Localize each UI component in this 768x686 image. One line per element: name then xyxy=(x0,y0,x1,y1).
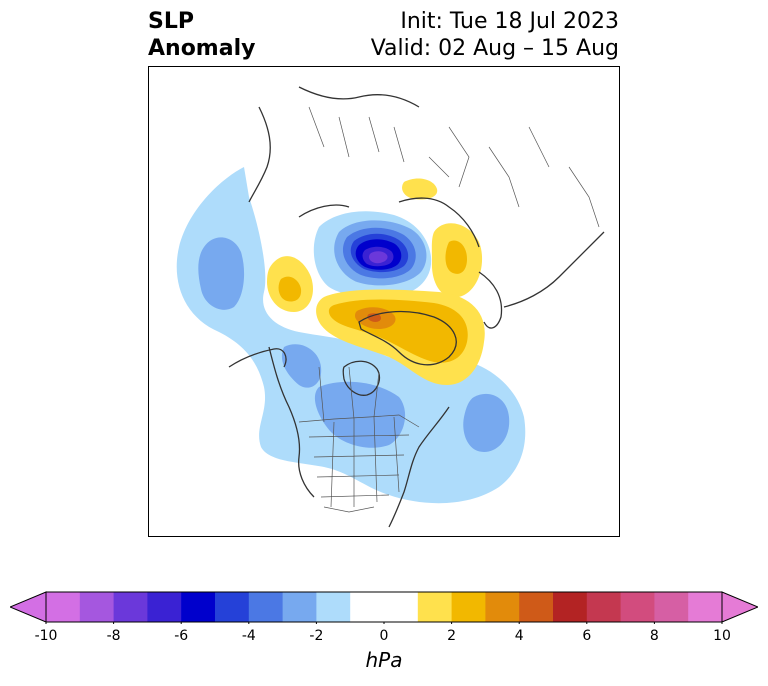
colorbar-swatch xyxy=(248,592,284,622)
eurasia-borders xyxy=(428,126,600,228)
us-canada-border xyxy=(298,414,420,428)
arctic-low-core xyxy=(369,251,388,264)
canada-mid-blue xyxy=(281,344,322,388)
colorbar-swatch xyxy=(46,592,81,622)
colorbar-swatch xyxy=(519,592,554,622)
north-siberia-high xyxy=(402,178,438,200)
colorbar-tick-label: -6 xyxy=(174,628,189,644)
western-arctic-high-2 xyxy=(278,276,302,302)
europe-coast xyxy=(503,231,605,308)
greenland-high-core xyxy=(367,313,381,322)
north-america-east-coast xyxy=(388,406,450,528)
forecast-info: Init: Tue 18 Jul 2023 Valid: 02 Aug – 15… xyxy=(371,8,619,62)
colorbar xyxy=(10,591,758,624)
us-mexico-border xyxy=(323,506,375,513)
colorbar-high-extension xyxy=(721,591,758,623)
title-line-1: SLP xyxy=(148,9,194,34)
country-borders xyxy=(298,106,600,513)
colorbar-swatch xyxy=(688,592,723,622)
negative-anomalies xyxy=(176,167,526,504)
north-america-west-coast xyxy=(268,346,315,498)
atlantic-mid-blue xyxy=(463,393,510,452)
pacific-light-blue xyxy=(176,167,526,504)
colorbar-tick-label: 2 xyxy=(447,628,457,644)
alaska-coast xyxy=(228,348,287,368)
colorbar-tick-label: 6 xyxy=(582,628,592,644)
colorbar-tick-label: 4 xyxy=(514,628,524,644)
asia-borders xyxy=(308,106,405,163)
colorbar-swatch xyxy=(553,592,588,622)
eurasia-north-coast xyxy=(298,197,480,248)
colorbar-swatch xyxy=(147,592,182,622)
scandinavia xyxy=(478,271,503,329)
colorbar-low-extension xyxy=(10,591,47,623)
colorbar-swatch xyxy=(586,592,622,622)
siberia-high-2 xyxy=(445,240,467,274)
colorbar-swatch xyxy=(384,592,419,622)
colorbar-swatch xyxy=(181,592,216,622)
canada-mid-blue-2 xyxy=(314,381,406,448)
colorbar-tick-label: 10 xyxy=(713,628,731,644)
colorbar-tick-label: -2 xyxy=(309,628,324,644)
colorbar-tick-label: -10 xyxy=(34,628,58,644)
colorbar-swatch xyxy=(654,592,689,622)
colorbar-swatch xyxy=(79,592,115,622)
colorbar-swatch xyxy=(350,592,385,622)
canada-provinces xyxy=(318,366,380,423)
colorbar-swatch xyxy=(620,592,655,622)
coastlines xyxy=(228,86,605,528)
colorbar-swatch xyxy=(417,592,453,622)
colorbar-tick-label: -4 xyxy=(241,628,256,644)
slp-anomaly-map xyxy=(176,86,605,528)
colorbar-unit-label: hPa xyxy=(365,648,403,672)
asia-east-coast xyxy=(248,106,271,203)
colorbar-swatch xyxy=(215,592,250,622)
us-states-grid xyxy=(308,416,410,508)
colorbar-tick-label: 8 xyxy=(649,628,659,644)
colorbar-swatch xyxy=(451,592,486,622)
valid-range: Valid: 02 Aug – 15 Aug xyxy=(370,36,619,61)
title-line-2: Anomaly xyxy=(148,36,256,61)
colorbar-tick-label: 0 xyxy=(379,628,389,644)
colorbar-swatch xyxy=(316,592,351,622)
hudson-bay xyxy=(342,360,381,396)
central-asia xyxy=(298,86,420,108)
colorbar-swatch xyxy=(113,592,148,622)
colorbar-swatch xyxy=(485,592,520,622)
map-panel xyxy=(148,66,620,537)
colorbar-tick-label: -8 xyxy=(106,628,121,644)
greenland xyxy=(358,310,457,366)
map-title: SLP Anomaly xyxy=(148,8,255,62)
init-date: Init: Tue 18 Jul 2023 xyxy=(400,9,619,34)
colorbar-swatch xyxy=(282,592,317,622)
pacific-mid-blue xyxy=(198,237,245,310)
